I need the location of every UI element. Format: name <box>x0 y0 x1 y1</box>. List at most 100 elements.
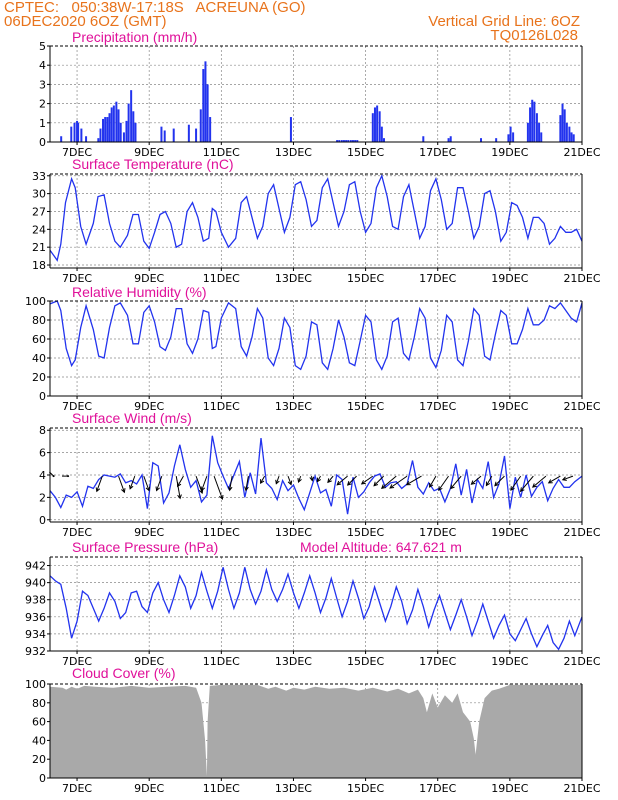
precip-bar <box>382 138 385 142</box>
wind-ytick-label: 2 <box>39 491 46 504</box>
header-date: 06DEC2020 6OZ (GMT) <box>4 13 167 30</box>
precip-xtick-label: 21DEC <box>563 146 600 159</box>
wind-vector-head <box>519 487 525 493</box>
precip-bar <box>507 134 510 142</box>
precip-ytick-label: 3 <box>39 78 46 91</box>
cloud-xtick-label: 15DEC <box>347 782 384 795</box>
precip-bar <box>110 107 113 142</box>
wind-vector-head <box>95 487 101 493</box>
precip-ytick-label: 1 <box>39 117 46 130</box>
precip-bar <box>376 105 379 142</box>
wind-ytick-label: 4 <box>39 469 46 482</box>
precip-bar <box>538 122 541 142</box>
rh-xtick-label: 9DEC <box>134 400 164 413</box>
precip-bar <box>561 103 564 142</box>
wind-vector-head <box>219 494 224 500</box>
wind-vector-head <box>177 494 182 500</box>
pres-ytick-label: 936 <box>25 611 46 624</box>
wind-vector <box>389 475 408 489</box>
wind-xtick-label: 11DEC <box>203 526 240 539</box>
precip-bar <box>512 132 515 142</box>
precip-xtick-label: 13DEC <box>275 146 312 159</box>
precip-bar <box>340 140 343 142</box>
precip-xtick-label: 11DEC <box>203 146 240 159</box>
wind-vector <box>287 475 292 485</box>
precip-bar <box>356 140 359 142</box>
precip-ytick-label: 5 <box>39 40 46 53</box>
wind-vector-head <box>494 481 499 487</box>
precip-bar <box>531 99 534 142</box>
rh-panel: 0 20 40 60 80 100 7DEC 9DEC 11DEC 13DEC 15DEC 17DEC… <box>25 295 601 413</box>
precip-bar <box>422 136 425 142</box>
precip-bar <box>108 113 111 142</box>
rh-series-line <box>49 300 583 371</box>
wind-vector <box>175 476 181 499</box>
wind-vector <box>562 475 574 481</box>
precip-bar <box>289 117 292 142</box>
rh-xtick-label: 7DEC <box>62 400 92 413</box>
wind-vector <box>361 475 374 485</box>
wind-vector <box>494 475 505 487</box>
precip-bar <box>559 115 562 142</box>
rh-xtick-label: 21DEC <box>563 400 600 413</box>
wind-vector <box>520 475 534 492</box>
wind-vector <box>201 475 208 491</box>
wind-xtick-label: 15DEC <box>347 526 384 539</box>
wind-vector <box>156 475 163 491</box>
wind-vector-head <box>485 481 491 487</box>
precip-bar <box>102 118 105 142</box>
precip-xtick-label: 15DEC <box>347 146 384 159</box>
precip-bar <box>354 140 357 142</box>
precip-bar <box>449 136 452 142</box>
precip-bar <box>529 107 532 142</box>
precip-bar <box>509 126 512 142</box>
wind-vector-head <box>373 481 379 487</box>
wind-vector-head <box>336 480 342 486</box>
cloud-ytick-label: 0 <box>39 772 46 785</box>
wind-vector <box>510 475 522 491</box>
precip-bar <box>60 136 63 142</box>
precip-ytick-label: 2 <box>39 98 46 111</box>
precip-bar <box>119 122 122 142</box>
precip-bar <box>204 61 207 142</box>
wind-vector-head <box>405 481 411 486</box>
temp-xtick-label: 21DEC <box>563 272 600 285</box>
wind-vector <box>327 475 334 483</box>
wind-vector-head <box>155 486 160 492</box>
wind-vector-head <box>260 479 265 484</box>
wind-vector-head <box>381 484 386 489</box>
cloud-ytick-label: 20 <box>32 753 46 766</box>
cloud-area <box>50 684 582 778</box>
cloud-xtick-label: 11DEC <box>203 782 240 795</box>
temp-xtick-label: 7DEC <box>62 272 92 285</box>
cloud-xtick-label: 21DEC <box>563 782 600 795</box>
precip-bar <box>199 109 202 142</box>
cloud-xtick-label: 17DEC <box>419 782 456 795</box>
wind-vector-head <box>121 488 126 494</box>
precip-bar <box>125 120 128 142</box>
pres-xtick-label: 7DEC <box>62 655 92 668</box>
wind-panel: 0 2 4 6 8 7DEC 9DEC 11DEC 13DEC 15DEC 17DEC 19DEC 21… <box>39 424 601 539</box>
wind-xtick-label: 19DEC <box>491 526 528 539</box>
cloud-xtick-label: 7DEC <box>62 782 92 795</box>
wind-vector <box>96 475 103 492</box>
wind-xtick-label: 17DEC <box>419 526 456 539</box>
precip-bar <box>160 126 163 142</box>
rh-ytick-label: 80 <box>32 314 46 327</box>
precip-bar <box>77 122 80 142</box>
precip-bar <box>132 111 135 142</box>
wind-vector <box>429 475 437 488</box>
wind-vector-head <box>309 476 315 482</box>
precip-bar <box>345 140 348 142</box>
temp-xtick-label: 13DEC <box>275 272 312 285</box>
temp-xtick-label: 17DEC <box>419 272 456 285</box>
precip-bar <box>85 136 88 142</box>
precip-bar <box>380 126 383 142</box>
precip-xtick-label: 9DEC <box>134 146 164 159</box>
precip-bar <box>99 128 102 142</box>
precip-ytick-label: 0 <box>39 136 46 149</box>
precip-title: Precipitation (mm/h) <box>72 29 198 45</box>
precip-bar <box>76 120 79 142</box>
wind-xtick-label: 7DEC <box>62 526 92 539</box>
precip-bar <box>336 140 339 142</box>
